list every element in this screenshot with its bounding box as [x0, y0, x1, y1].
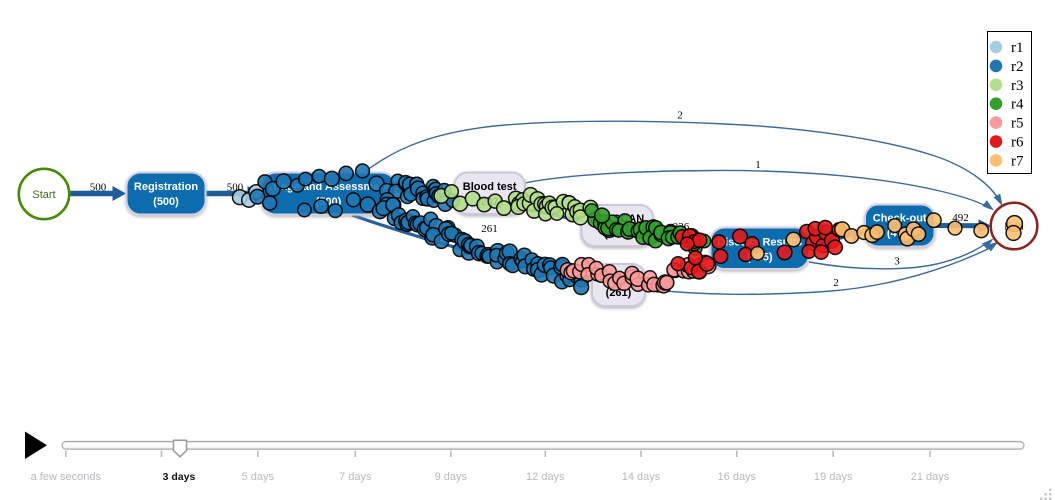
svg-text:r6: r6 [1011, 135, 1024, 151]
svg-text:14 days: 14 days [622, 471, 661, 483]
svg-text:(500): (500) [153, 196, 179, 208]
svg-text:Blood test: Blood test [463, 181, 517, 193]
svg-text:r3: r3 [1011, 78, 1024, 94]
svg-text:12 days: 12 days [526, 471, 565, 483]
svg-text:r2: r2 [1011, 59, 1024, 75]
svg-text:r5: r5 [1011, 116, 1024, 132]
svg-text:261: 261 [481, 223, 498, 235]
svg-text:7 days: 7 days [339, 471, 372, 483]
svg-text:2: 2 [833, 277, 839, 289]
svg-text:Start: Start [32, 189, 55, 201]
svg-text:2: 2 [677, 110, 683, 122]
svg-text:16 days: 16 days [718, 471, 757, 483]
svg-text:1: 1 [755, 159, 761, 171]
svg-text:19 days: 19 days [814, 471, 853, 483]
svg-text:r1: r1 [1011, 40, 1024, 56]
svg-text:r4: r4 [1011, 97, 1024, 113]
svg-text:Registration: Registration [134, 181, 198, 193]
svg-text:5 days: 5 days [242, 471, 275, 483]
svg-text:a few seconds: a few seconds [31, 471, 102, 483]
svg-text:3 days: 3 days [163, 471, 196, 483]
svg-text:r7: r7 [1011, 153, 1024, 169]
svg-text:3: 3 [894, 256, 900, 268]
svg-text:21 days: 21 days [911, 471, 950, 483]
svg-text:500: 500 [90, 182, 107, 194]
svg-text:9 days: 9 days [435, 471, 468, 483]
